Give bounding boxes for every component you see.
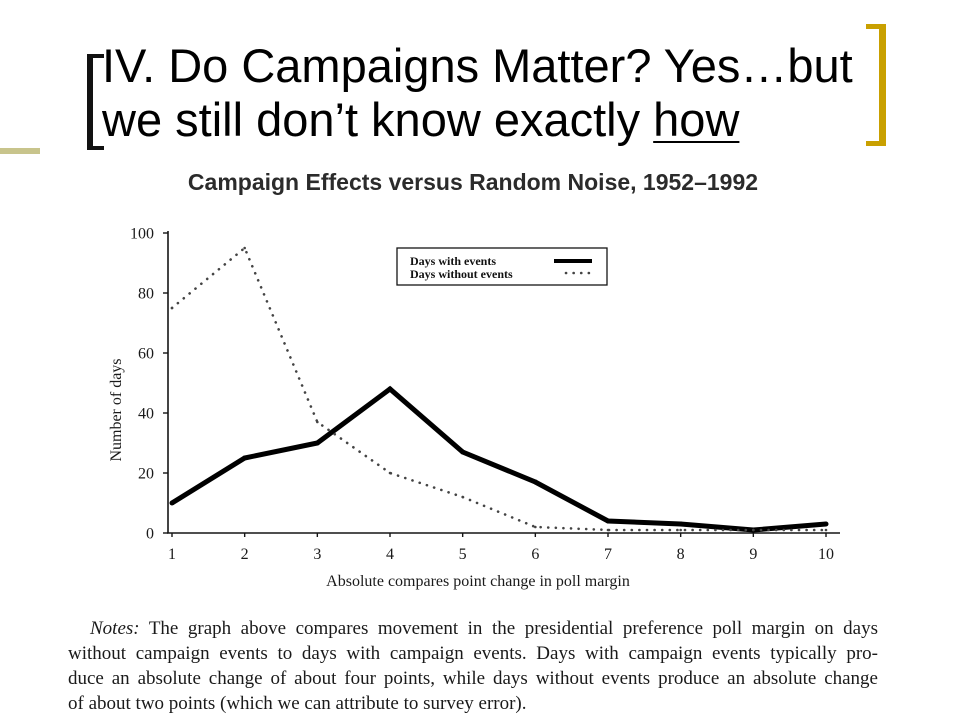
data-point-days-with-events <box>823 521 829 527</box>
data-point-days-without-events <box>170 306 174 310</box>
x-tick-label: 4 <box>386 546 394 563</box>
x-tick-label: 5 <box>459 546 467 563</box>
data-point-days-with-events <box>169 500 175 506</box>
slide-title-line-2: we still don’t know exactly how <box>102 93 853 147</box>
slide-title-line-2-text: we still don’t know exactly <box>102 93 654 146</box>
x-axis-label: Absolute compares point change in poll m… <box>326 573 630 590</box>
legend-box <box>396 247 608 286</box>
y-tick-label: 40 <box>138 406 154 423</box>
x-tick-group: 1 2 3 4 5 6 7 8 9 10 <box>168 533 834 563</box>
legend: Days with events Days without events <box>396 247 608 286</box>
data-point-days-without-events <box>243 246 246 250</box>
data-point-days-without-events <box>824 528 828 532</box>
y-tick-label: 60 <box>138 346 154 363</box>
slide-title: IV. Do Campaigns Matter? Yes…but we stil… <box>102 39 853 147</box>
series-line-days-without-events <box>170 245 828 532</box>
legend-label-days-with-events: Days with events <box>410 254 496 268</box>
notes-line-1: Notes: The graph above compares movement… <box>90 616 878 641</box>
data-point-days-with-events <box>387 386 393 392</box>
data-point-days-without-events <box>388 471 392 475</box>
series-line-days-with-events <box>170 385 827 533</box>
data-point-days-without-events <box>461 495 464 499</box>
y-tick-label: 80 <box>138 286 154 303</box>
notes-label: Notes: <box>90 618 140 639</box>
x-tick-label: 1 <box>168 546 176 563</box>
slide-title-line-1: IV. Do Campaigns Matter? Yes…but <box>102 39 853 92</box>
y-tick-label: 0 <box>146 526 154 543</box>
legend-label-days-without-events: Days without events <box>410 267 513 281</box>
data-point-days-without-events <box>534 525 537 529</box>
data-point-days-without-events <box>679 528 682 532</box>
notes-line-4: of about two points (which we can attrib… <box>68 693 527 714</box>
y-tick-label: 20 <box>138 466 154 483</box>
title-bracket-right <box>866 24 886 146</box>
chart-title: Campaign Effects versus Random Noise, 19… <box>188 169 758 195</box>
x-tick-label: 2 <box>241 546 249 563</box>
data-point-days-without-events <box>752 528 755 532</box>
x-tick-label: 6 <box>531 546 539 563</box>
data-point-days-with-events <box>532 479 538 485</box>
x-tick-label: 9 <box>749 546 757 563</box>
notes-line-1-text: The graph above compares movement in the… <box>148 618 878 639</box>
notes-line-3: duce an absolute change of about four po… <box>68 668 878 689</box>
data-point-days-without-events <box>606 528 610 532</box>
x-tick-label: 7 <box>604 546 612 563</box>
data-point-days-without-events <box>316 420 319 424</box>
accent-rule <box>0 148 40 154</box>
data-point-days-with-events <box>605 518 611 524</box>
x-tick-label: 10 <box>818 546 834 563</box>
y-tick-label: 100 <box>130 226 154 243</box>
title-bracket-left <box>87 54 104 150</box>
data-point-days-with-events <box>678 521 684 527</box>
slide-title-underlined-word: how <box>653 93 740 146</box>
notes-line-2: without campaign events to days with cam… <box>68 643 878 664</box>
x-tick-label: 3 <box>313 546 321 563</box>
x-tick-label: 8 <box>677 546 685 563</box>
data-point-days-with-events <box>314 440 320 446</box>
series-group <box>169 245 829 533</box>
data-point-days-with-events <box>460 449 466 455</box>
y-tick-group: 0 20 40 60 80 100 <box>130 226 168 543</box>
y-axis-label: Number of days <box>108 358 125 461</box>
data-point-days-with-events <box>242 455 248 461</box>
